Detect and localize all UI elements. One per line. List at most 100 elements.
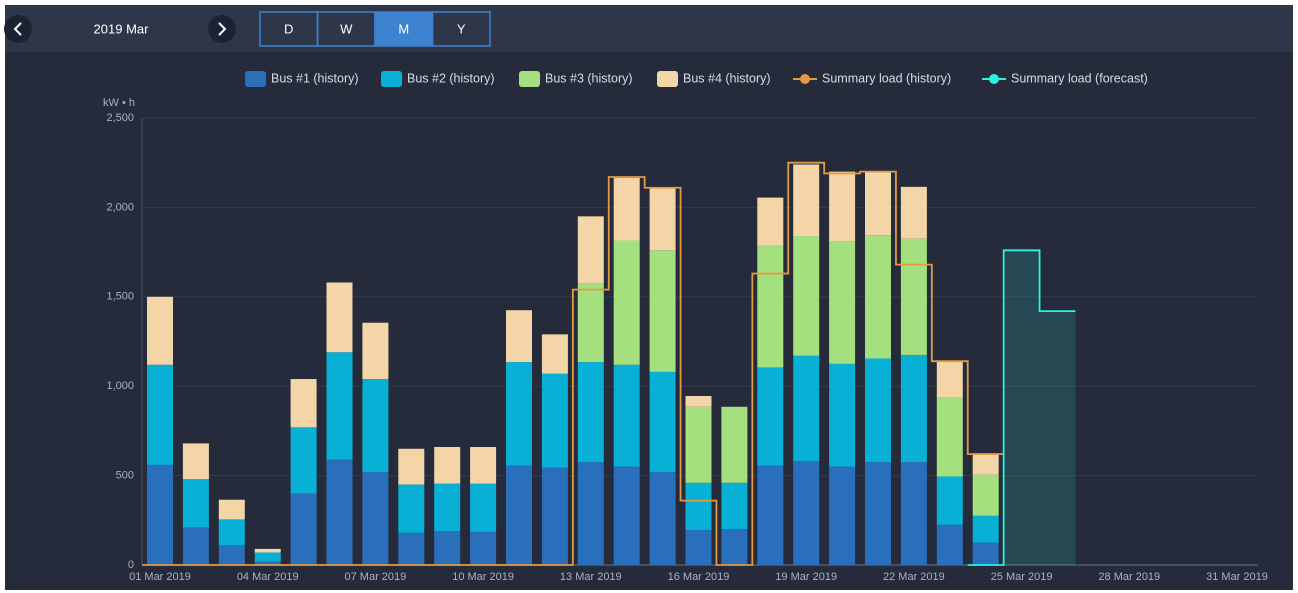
bar xyxy=(254,552,281,562)
bar xyxy=(829,241,856,364)
y-tick-label: 500 xyxy=(116,470,134,482)
bar xyxy=(182,479,209,528)
bar xyxy=(936,361,963,398)
bar xyxy=(470,531,497,565)
bar xyxy=(649,250,676,372)
forecast-area xyxy=(967,250,1076,565)
bar xyxy=(577,283,604,363)
step-line xyxy=(967,249,1076,566)
bar xyxy=(721,529,748,565)
y-tick-label: 1,000 xyxy=(106,380,134,392)
legend-label[interactable]: Bus #2 (history) xyxy=(407,71,495,85)
bar xyxy=(613,466,640,565)
bar xyxy=(398,448,425,485)
bar xyxy=(613,364,640,467)
bar xyxy=(865,171,891,236)
bar xyxy=(290,493,317,565)
bar xyxy=(398,532,425,565)
x-tick-label: 13 Mar 2019 xyxy=(560,571,622,583)
legend-marker xyxy=(800,74,810,84)
bar xyxy=(577,216,604,284)
x-tick-label: 10 Mar 2019 xyxy=(452,571,514,583)
bar xyxy=(793,355,820,462)
bar xyxy=(972,453,999,475)
bar xyxy=(577,462,604,565)
bar xyxy=(470,446,497,484)
bar xyxy=(721,482,748,530)
bar xyxy=(254,561,281,565)
bar xyxy=(506,465,532,565)
bar xyxy=(757,367,784,466)
view-button[interactable] xyxy=(431,11,491,47)
bar xyxy=(685,530,712,565)
bar xyxy=(398,484,425,533)
x-tick-label: 01 Mar 2019 xyxy=(129,571,191,583)
bar xyxy=(218,545,245,565)
legend-marker xyxy=(989,74,999,84)
view-label: D xyxy=(284,21,293,36)
bar xyxy=(254,548,281,553)
legend-label[interactable]: Summary load (forecast) xyxy=(1011,71,1148,85)
bar xyxy=(218,499,245,520)
bar xyxy=(649,371,676,473)
bar xyxy=(829,466,856,565)
bar xyxy=(613,177,640,241)
bar xyxy=(829,171,856,242)
legend-swatch xyxy=(381,71,402,87)
legend-label[interactable]: Bus #3 (history) xyxy=(545,71,633,85)
bar xyxy=(936,476,963,525)
bar xyxy=(434,446,461,484)
bar xyxy=(182,527,209,565)
bar xyxy=(936,397,963,477)
bar xyxy=(290,379,317,428)
x-tick-label: 04 Mar 2019 xyxy=(237,571,299,583)
bar xyxy=(147,464,173,565)
x-tick-label: 25 Mar 2019 xyxy=(991,571,1053,583)
bar xyxy=(721,406,748,483)
bar xyxy=(900,186,927,239)
step-line xyxy=(142,161,1004,566)
bar xyxy=(900,238,927,355)
bar xyxy=(470,483,497,532)
bar xyxy=(757,465,784,565)
bar xyxy=(434,483,461,532)
bar xyxy=(936,524,963,565)
next-button[interactable] xyxy=(208,15,236,43)
x-tick-label: 28 Mar 2019 xyxy=(1098,571,1160,583)
bar xyxy=(541,373,568,468)
bar xyxy=(541,334,568,374)
legend-label[interactable]: Bus #1 (history) xyxy=(271,71,359,85)
bar xyxy=(506,310,532,363)
y-tick-label: 1,500 xyxy=(106,291,134,303)
legend-label[interactable]: Bus #4 (history) xyxy=(683,71,771,85)
bar xyxy=(793,164,820,237)
prev-button[interactable] xyxy=(4,15,32,43)
y-tick-label: 2,000 xyxy=(106,201,134,213)
bar xyxy=(865,358,891,463)
bar xyxy=(972,542,999,565)
bar xyxy=(326,282,353,353)
bar xyxy=(685,396,712,407)
bar xyxy=(649,187,676,251)
bar xyxy=(541,467,568,565)
bar xyxy=(649,472,676,565)
bar xyxy=(506,362,532,466)
legend-swatch xyxy=(657,71,678,87)
period-label: 2019 Mar xyxy=(94,21,150,36)
bar xyxy=(793,461,820,565)
view-label: M xyxy=(398,21,409,36)
bar xyxy=(434,531,461,565)
bar xyxy=(362,472,389,565)
legend-label[interactable]: Summary load (history) xyxy=(822,71,951,85)
y-tick-label: 0 xyxy=(128,559,134,571)
x-tick-label: 31 Mar 2019 xyxy=(1206,571,1268,583)
bar xyxy=(865,235,891,359)
legend-swatch xyxy=(519,71,540,87)
y-axis-label: kW • h xyxy=(103,97,135,109)
view-label: Y xyxy=(457,21,466,36)
bar xyxy=(613,240,640,365)
bar xyxy=(829,363,856,467)
bar xyxy=(793,236,820,356)
